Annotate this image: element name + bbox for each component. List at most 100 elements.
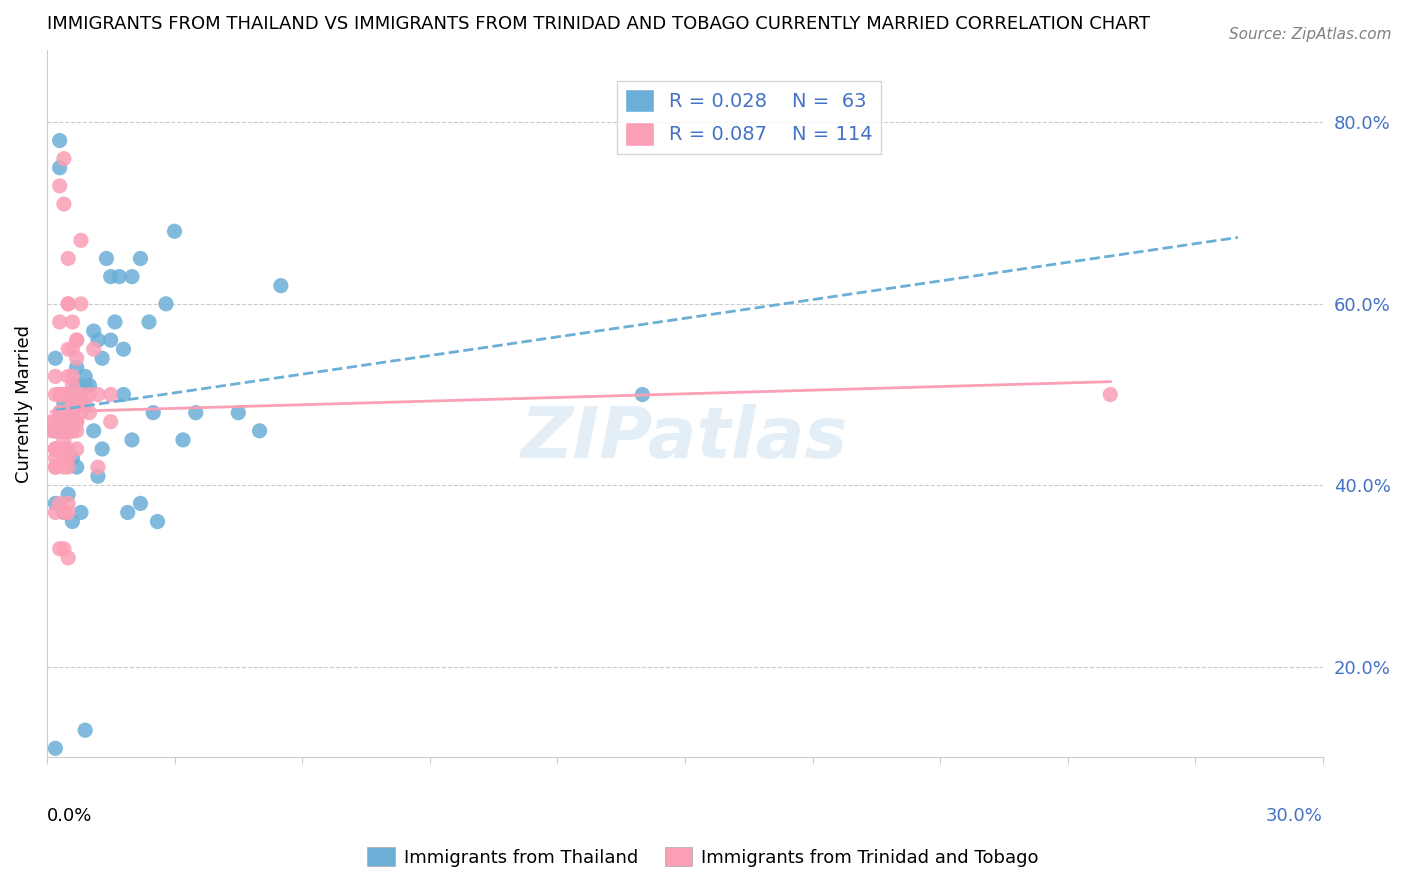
Point <box>52 387 75 401</box>
Point <box>52 451 75 466</box>
Point <box>87 460 110 475</box>
Point <box>56 460 79 475</box>
Point <box>66 333 89 347</box>
Point <box>56 415 79 429</box>
Point <box>48 496 70 510</box>
Point <box>56 297 79 311</box>
Point <box>112 342 135 356</box>
Point <box>56 424 79 438</box>
Point <box>66 415 89 429</box>
Point <box>155 297 177 311</box>
Point <box>48 406 70 420</box>
Point <box>52 424 75 438</box>
Point <box>52 460 75 475</box>
Point <box>48 415 70 429</box>
Point <box>52 406 75 420</box>
Point <box>56 406 79 420</box>
Point <box>66 460 89 475</box>
Point <box>100 415 122 429</box>
Text: 30.0%: 30.0% <box>1267 807 1323 825</box>
Legend: Immigrants from Thailand, Immigrants from Trinidad and Tobago: Immigrants from Thailand, Immigrants fro… <box>360 840 1046 874</box>
Point <box>56 424 79 438</box>
Point <box>44 442 66 456</box>
Point <box>44 506 66 520</box>
Point <box>48 161 70 175</box>
Point <box>83 424 105 438</box>
Point <box>87 333 110 347</box>
Point <box>100 333 122 347</box>
Point <box>91 351 114 366</box>
Point <box>56 406 79 420</box>
Point <box>48 415 70 429</box>
Text: IMMIGRANTS FROM THAILAND VS IMMIGRANTS FROM TRINIDAD AND TOBAGO CURRENTLY MARRIE: IMMIGRANTS FROM THAILAND VS IMMIGRANTS F… <box>46 15 1150 33</box>
Point <box>249 424 271 438</box>
Point <box>52 415 75 429</box>
Point <box>44 424 66 438</box>
Point <box>56 369 79 384</box>
Point <box>56 496 79 510</box>
Point <box>48 424 70 438</box>
Text: Source: ZipAtlas.com: Source: ZipAtlas.com <box>1229 27 1392 42</box>
Point <box>52 197 75 211</box>
Point <box>48 415 70 429</box>
Point <box>48 406 70 420</box>
Text: 0.0%: 0.0% <box>46 807 93 825</box>
Point <box>70 297 93 311</box>
Point <box>44 369 66 384</box>
Point <box>129 252 152 266</box>
Point <box>62 406 84 420</box>
Point <box>75 378 97 392</box>
Point <box>52 424 75 438</box>
Point <box>104 315 127 329</box>
Point <box>52 433 75 447</box>
Point <box>44 415 66 429</box>
Point <box>66 387 89 401</box>
Point <box>44 424 66 438</box>
Point <box>62 387 84 401</box>
Point <box>44 387 66 401</box>
Point <box>56 415 79 429</box>
Point <box>44 415 66 429</box>
Point <box>66 442 89 456</box>
Point <box>226 406 249 420</box>
Point <box>172 433 194 447</box>
Point <box>56 451 79 466</box>
Point <box>66 351 89 366</box>
Point <box>44 442 66 456</box>
Point <box>48 415 70 429</box>
Text: ZIPatlas: ZIPatlas <box>522 404 849 474</box>
Point <box>48 415 70 429</box>
Point <box>56 506 79 520</box>
Point <box>56 297 79 311</box>
Point <box>56 342 79 356</box>
Point <box>62 406 84 420</box>
Point <box>44 442 66 456</box>
Point <box>138 315 160 329</box>
Point <box>70 396 93 410</box>
Point <box>48 424 70 438</box>
Point <box>52 424 75 438</box>
Point <box>62 424 84 438</box>
Point <box>129 496 152 510</box>
Point <box>108 269 131 284</box>
Point <box>56 487 79 501</box>
Point <box>52 424 75 438</box>
Point <box>39 415 62 429</box>
Point <box>44 496 66 510</box>
Point <box>48 178 70 193</box>
Point <box>48 424 70 438</box>
Point <box>56 415 79 429</box>
Point <box>62 406 84 420</box>
Point <box>70 387 93 401</box>
Point <box>56 442 79 456</box>
Point <box>44 460 66 475</box>
Point <box>70 387 93 401</box>
Point <box>56 406 79 420</box>
Point <box>83 324 105 338</box>
Point <box>117 506 139 520</box>
Point <box>66 333 89 347</box>
Point <box>52 406 75 420</box>
Point <box>70 233 93 247</box>
Point <box>44 451 66 466</box>
Point <box>56 406 79 420</box>
